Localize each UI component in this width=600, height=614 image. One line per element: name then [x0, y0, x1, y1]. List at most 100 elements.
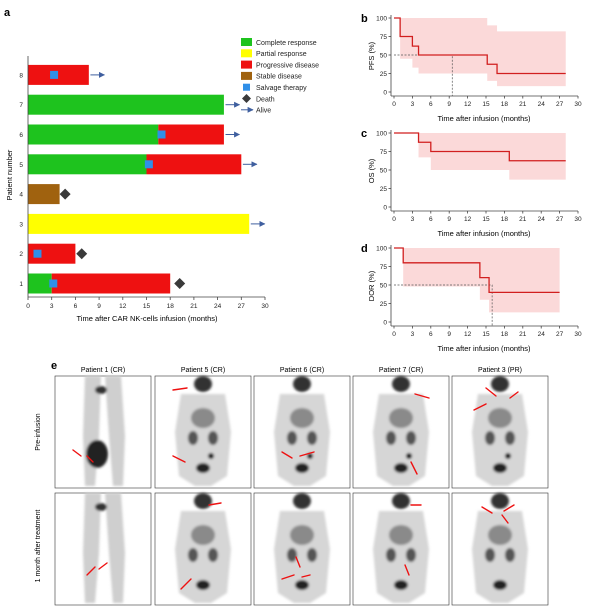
- pet-kidney-left: [188, 548, 198, 562]
- pet-image-r1-c1: [54, 375, 152, 489]
- pet-kidney-right: [307, 548, 317, 562]
- pet-bladder: [196, 580, 210, 590]
- km-x-tick-label: 21: [519, 216, 527, 223]
- pet-image-r1-c4: [352, 375, 450, 489]
- km-y-tick-label: 100: [376, 15, 387, 22]
- pet-bladder: [394, 463, 408, 473]
- legend-label-1: Partial response: [256, 51, 307, 58]
- pet-body: [83, 493, 125, 603]
- swimmer-bar-p4-4: [28, 184, 60, 205]
- pet-arrow: [299, 451, 315, 457]
- salvage-marker-p1: [49, 279, 58, 288]
- legend-label-6: Alive: [256, 108, 271, 115]
- km-x-tick-label: 21: [519, 331, 527, 338]
- km-y-tick-label: 0: [383, 89, 387, 96]
- patient-label-5: 5: [19, 162, 23, 169]
- pet-image-grid: Patient 1 (CR) Patient 5 (CR) Patient 6 …: [35, 367, 549, 606]
- swimmer-bar-p7-9: [28, 94, 224, 115]
- pet-arrow: [481, 506, 493, 514]
- pet-col-title-2: Patient 5 (CR): [181, 367, 225, 374]
- km-x-tick-label: 6: [429, 216, 433, 223]
- km-x-tick-label: 9: [447, 216, 451, 223]
- pet-torso: [373, 394, 429, 486]
- salvage-marker-p5: [144, 160, 153, 169]
- km-x-tick-label: 15: [482, 101, 490, 108]
- pet-kidney-left: [188, 431, 198, 445]
- swimmer-plot: Complete response Partial response Progres…: [5, 38, 319, 323]
- patient-label-3: 3: [19, 221, 23, 228]
- km-ci-band: [394, 133, 566, 180]
- km-x-tick-label: 24: [538, 331, 546, 338]
- pet-frame: [54, 375, 152, 489]
- km-x-tick-label: 9: [447, 331, 451, 338]
- km-median-guide: [394, 54, 453, 96]
- pet-image-r1-c2: [154, 375, 252, 489]
- os-km-chart: Time after infusion (months) OS (%) 0 3 6 9…: [367, 130, 582, 238]
- patient-label-6: 6: [19, 132, 23, 139]
- legend-swatch-5: [242, 94, 251, 103]
- swimmer-x-tick-label: 30: [261, 303, 269, 310]
- pet-torso: [373, 511, 429, 603]
- pet-image-r2-c3: [253, 492, 351, 606]
- pet-frame: [54, 492, 152, 606]
- swimmer-legend: Complete response Partial response Progres…: [241, 38, 319, 115]
- swimmer-x-axis-label: Time after CAR NK-cells infusion (months…: [76, 314, 218, 323]
- salvage-marker-p2: [33, 249, 42, 258]
- pet-body: [83, 376, 125, 486]
- pet-kidney-left: [485, 431, 495, 445]
- pet-image-r2-c1: [54, 492, 152, 606]
- legend-label-4: Salvage therapy: [256, 85, 307, 92]
- legend-swatch-1: [241, 49, 252, 58]
- swimmer-x-tick-label: 0: [26, 303, 30, 310]
- pet-image-r2-c4: [352, 492, 450, 606]
- km-x-tick-label: 9: [447, 101, 451, 108]
- death-marker-p2: [76, 248, 88, 260]
- swimmer-bar-p5-6: [146, 154, 242, 175]
- pet-col-title-4: Patient 7 (CR): [379, 367, 423, 374]
- swimmer-x-tick-label: 15: [143, 303, 151, 310]
- pet-arrow: [509, 391, 519, 399]
- pet-organ: [290, 525, 314, 545]
- pet-arrow: [172, 455, 186, 463]
- pet-torso: [175, 394, 231, 486]
- pet-kidney-left: [386, 548, 396, 562]
- pet-kidney-right: [208, 431, 218, 445]
- pet-arrow: [281, 574, 295, 580]
- swimmer-bar-p1-0: [28, 273, 52, 294]
- pet-torso: [472, 511, 528, 603]
- pet-lesion: [406, 453, 412, 459]
- km-x-tick-label: 3: [411, 216, 415, 223]
- pet-bladder: [196, 463, 210, 473]
- patient-label-8: 8: [19, 72, 23, 79]
- swimmer-x-tick-label: 18: [167, 303, 175, 310]
- pet-head: [491, 376, 509, 392]
- km-x-tick-label: 15: [482, 331, 490, 338]
- pet-organ: [389, 525, 413, 545]
- pet-leg-left: [83, 493, 101, 603]
- pet-bladder: [295, 463, 309, 473]
- swimmer-bars: [28, 64, 266, 294]
- km-x-tick-label: 21: [519, 101, 527, 108]
- pet-image-r1-c5: [451, 375, 549, 489]
- pet-bladder: [295, 580, 309, 590]
- swimmer-bar-p6-7: [28, 124, 159, 145]
- km-x-tick-label: 0: [392, 331, 396, 338]
- pfs-x-axis-label: Time after infusion (months): [437, 114, 531, 123]
- pet-arrow: [404, 564, 410, 576]
- km-y-tick-label: 0: [383, 319, 387, 326]
- pet-organ: [488, 525, 512, 545]
- km-x-tick-label: 18: [501, 331, 509, 338]
- pet-arrow: [86, 566, 96, 576]
- km-x-tick-label: 6: [429, 331, 433, 338]
- km-x-tick-label: 27: [556, 216, 564, 223]
- km-x-tick-label: 30: [574, 331, 582, 338]
- patient-label-1: 1: [19, 281, 23, 288]
- pet-body: [472, 493, 528, 603]
- pet-kidney-right: [406, 548, 416, 562]
- panel-letter-c: c: [361, 128, 367, 140]
- pet-kidney-right: [505, 431, 515, 445]
- swimmer-x-tick-label: 9: [97, 303, 101, 310]
- km-x-tick-label: 3: [411, 101, 415, 108]
- pet-body: [472, 376, 528, 486]
- km-x-tick-label: 6: [429, 101, 433, 108]
